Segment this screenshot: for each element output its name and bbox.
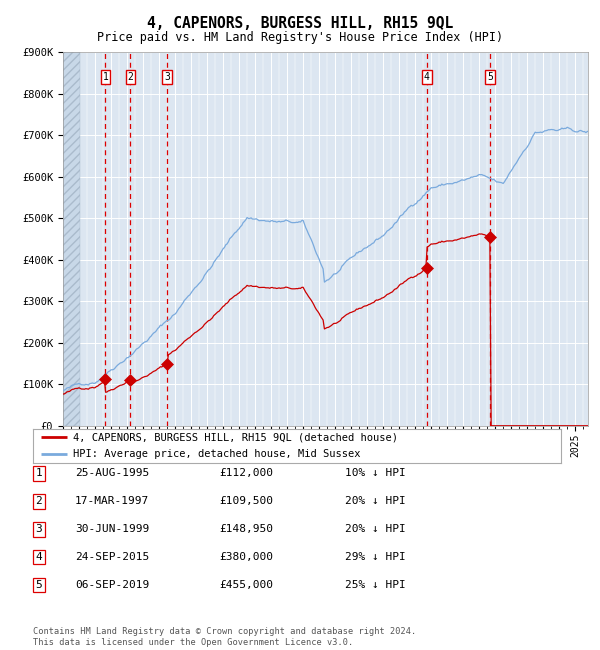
Text: £148,950: £148,950 [219, 524, 273, 534]
Text: 20% ↓ HPI: 20% ↓ HPI [345, 524, 406, 534]
Text: 5: 5 [487, 72, 493, 82]
Text: 4, CAPENORS, BURGESS HILL, RH15 9QL (detached house): 4, CAPENORS, BURGESS HILL, RH15 9QL (det… [73, 432, 398, 443]
Text: 3: 3 [164, 72, 170, 82]
Text: 30-JUN-1999: 30-JUN-1999 [75, 524, 149, 534]
Text: 10% ↓ HPI: 10% ↓ HPI [345, 468, 406, 478]
Text: Price paid vs. HM Land Registry's House Price Index (HPI): Price paid vs. HM Land Registry's House … [97, 31, 503, 44]
Text: 2: 2 [127, 72, 133, 82]
Text: £112,000: £112,000 [219, 468, 273, 478]
Text: 24-SEP-2015: 24-SEP-2015 [75, 552, 149, 562]
Text: HPI: Average price, detached house, Mid Sussex: HPI: Average price, detached house, Mid … [73, 449, 360, 460]
Text: 4: 4 [424, 72, 430, 82]
Text: 06-SEP-2019: 06-SEP-2019 [75, 580, 149, 590]
Text: 4, CAPENORS, BURGESS HILL, RH15 9QL: 4, CAPENORS, BURGESS HILL, RH15 9QL [147, 16, 453, 31]
Text: 3: 3 [35, 524, 43, 534]
Bar [63, 52, 80, 426]
Text: £380,000: £380,000 [219, 552, 273, 562]
Text: Contains HM Land Registry data © Crown copyright and database right 2024.
This d: Contains HM Land Registry data © Crown c… [33, 627, 416, 647]
Text: 1: 1 [103, 72, 109, 82]
Text: 2: 2 [35, 496, 43, 506]
Text: 5: 5 [35, 580, 43, 590]
Text: 25-AUG-1995: 25-AUG-1995 [75, 468, 149, 478]
Text: £109,500: £109,500 [219, 496, 273, 506]
Text: 29% ↓ HPI: 29% ↓ HPI [345, 552, 406, 562]
Bar [63, 52, 80, 426]
Text: £455,000: £455,000 [219, 580, 273, 590]
Text: 1: 1 [35, 468, 43, 478]
Text: 4: 4 [35, 552, 43, 562]
Text: 20% ↓ HPI: 20% ↓ HPI [345, 496, 406, 506]
Text: 17-MAR-1997: 17-MAR-1997 [75, 496, 149, 506]
Text: 25% ↓ HPI: 25% ↓ HPI [345, 580, 406, 590]
